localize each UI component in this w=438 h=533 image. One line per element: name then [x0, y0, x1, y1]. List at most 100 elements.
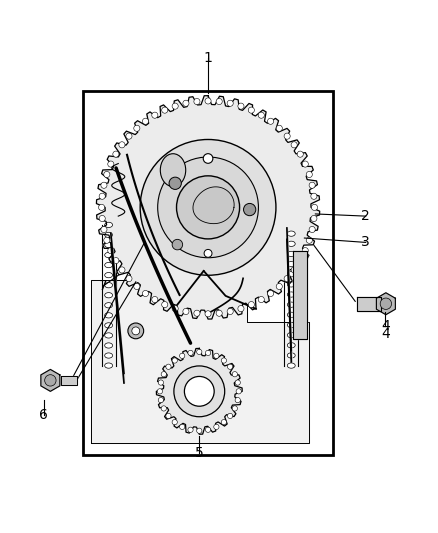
Circle shape	[309, 182, 315, 188]
Circle shape	[291, 142, 297, 148]
Circle shape	[248, 107, 254, 113]
Circle shape	[99, 204, 105, 211]
Polygon shape	[91, 280, 309, 443]
Circle shape	[161, 372, 166, 377]
Circle shape	[380, 298, 392, 310]
Circle shape	[203, 154, 213, 163]
Circle shape	[297, 151, 303, 157]
Ellipse shape	[287, 302, 295, 308]
Circle shape	[214, 424, 219, 430]
Circle shape	[132, 327, 140, 335]
Ellipse shape	[287, 241, 295, 246]
Text: 6: 6	[39, 408, 48, 423]
Circle shape	[311, 193, 317, 199]
Ellipse shape	[160, 154, 186, 187]
Circle shape	[113, 257, 119, 264]
Text: 2: 2	[361, 209, 370, 223]
Circle shape	[302, 161, 308, 167]
Polygon shape	[61, 376, 77, 385]
Circle shape	[205, 98, 211, 104]
Circle shape	[194, 310, 200, 316]
Circle shape	[101, 182, 107, 188]
Ellipse shape	[287, 343, 295, 348]
Circle shape	[101, 227, 107, 232]
Circle shape	[45, 375, 56, 386]
Circle shape	[244, 204, 256, 216]
Circle shape	[238, 305, 244, 312]
Circle shape	[142, 290, 148, 296]
Circle shape	[113, 151, 119, 157]
Ellipse shape	[105, 262, 113, 268]
Circle shape	[258, 112, 264, 118]
Ellipse shape	[105, 253, 113, 257]
Circle shape	[183, 309, 189, 314]
Text: 7: 7	[99, 279, 107, 293]
Ellipse shape	[105, 222, 113, 228]
Circle shape	[177, 176, 240, 239]
Circle shape	[227, 309, 233, 314]
Circle shape	[162, 107, 168, 113]
Circle shape	[161, 406, 166, 411]
Circle shape	[166, 413, 171, 418]
Polygon shape	[293, 251, 307, 339]
Circle shape	[276, 125, 283, 131]
Circle shape	[99, 215, 105, 222]
Circle shape	[188, 350, 193, 356]
Ellipse shape	[287, 292, 295, 297]
Ellipse shape	[287, 262, 295, 266]
Circle shape	[104, 172, 110, 177]
Text: 1: 1	[204, 52, 212, 66]
Polygon shape	[41, 369, 60, 391]
Circle shape	[126, 276, 132, 281]
Circle shape	[205, 311, 211, 317]
Ellipse shape	[287, 231, 295, 236]
Circle shape	[248, 302, 254, 308]
Circle shape	[108, 161, 114, 167]
Circle shape	[166, 364, 171, 369]
Circle shape	[232, 372, 237, 377]
Circle shape	[291, 267, 297, 273]
Polygon shape	[193, 187, 234, 224]
Circle shape	[221, 358, 226, 363]
Circle shape	[311, 204, 318, 211]
Text: 5: 5	[195, 446, 204, 459]
Circle shape	[108, 248, 114, 254]
Circle shape	[236, 389, 241, 394]
Circle shape	[197, 349, 202, 354]
Polygon shape	[376, 293, 396, 314]
Circle shape	[172, 305, 178, 312]
Circle shape	[276, 284, 283, 289]
Circle shape	[134, 284, 140, 289]
Ellipse shape	[105, 363, 113, 368]
Circle shape	[235, 380, 240, 385]
Circle shape	[227, 413, 233, 418]
Circle shape	[309, 227, 315, 232]
Text: 3: 3	[361, 236, 370, 249]
Ellipse shape	[287, 312, 295, 318]
Ellipse shape	[105, 313, 113, 318]
Circle shape	[306, 237, 312, 244]
Ellipse shape	[105, 333, 113, 338]
Ellipse shape	[287, 282, 295, 287]
Circle shape	[235, 398, 240, 403]
Circle shape	[142, 118, 148, 124]
Ellipse shape	[105, 323, 113, 328]
Circle shape	[180, 424, 185, 430]
Circle shape	[134, 125, 140, 131]
Circle shape	[172, 419, 177, 425]
Circle shape	[268, 290, 274, 296]
Circle shape	[158, 157, 258, 258]
Circle shape	[302, 248, 308, 254]
Circle shape	[194, 99, 200, 104]
Circle shape	[205, 427, 211, 432]
Circle shape	[297, 257, 303, 264]
Circle shape	[172, 103, 178, 109]
Ellipse shape	[287, 322, 295, 328]
Circle shape	[180, 353, 185, 358]
Circle shape	[99, 193, 105, 199]
Circle shape	[158, 380, 163, 385]
Circle shape	[227, 100, 233, 106]
Circle shape	[197, 428, 202, 433]
Bar	[83, 91, 333, 455]
Circle shape	[214, 353, 219, 358]
